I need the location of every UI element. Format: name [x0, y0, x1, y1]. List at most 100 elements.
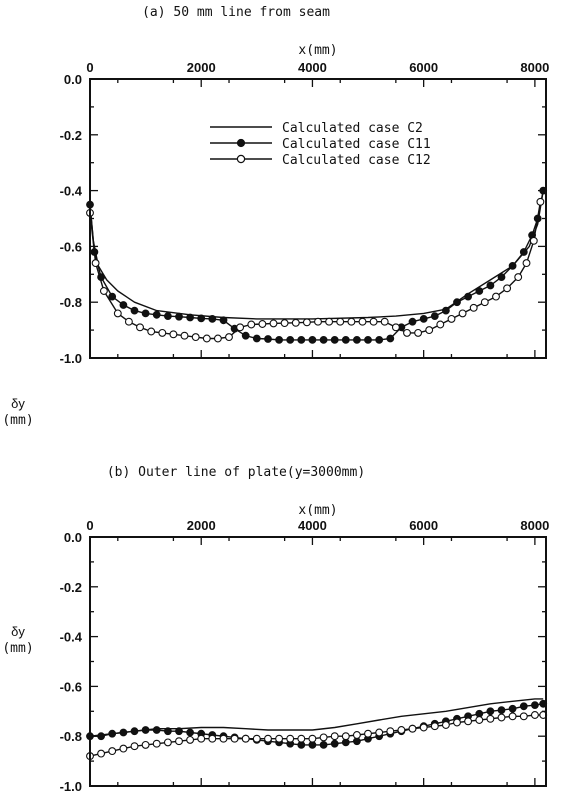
data-point	[386, 727, 395, 736]
x-tick-label: 6000	[409, 60, 438, 75]
x-tick-label: 4000	[298, 60, 327, 75]
legend-entry-c12: Calculated case C12	[210, 153, 431, 168]
chart-title: (a) 50 mm line from seam	[142, 5, 330, 20]
data-point	[503, 284, 512, 293]
data-point	[531, 701, 539, 709]
data-point	[258, 320, 267, 328]
y-tick-label: -0.6	[60, 679, 82, 694]
data-point	[436, 320, 445, 329]
data-point	[241, 734, 250, 743]
data-point	[164, 727, 172, 736]
series-layer	[86, 186, 548, 344]
data-point	[330, 732, 339, 741]
data-point	[419, 315, 428, 323]
data-point	[108, 729, 117, 738]
data-point	[375, 336, 384, 344]
data-point	[336, 317, 345, 326]
data-point	[353, 336, 361, 344]
data-point	[191, 333, 200, 342]
series-line-c12	[89, 714, 544, 757]
data-point	[186, 313, 195, 322]
x-tick-label: 0	[86, 60, 93, 75]
data-point	[130, 727, 139, 736]
data-point	[347, 317, 356, 326]
data-point	[391, 323, 400, 332]
data-point	[175, 737, 183, 746]
data-point	[119, 744, 128, 753]
data-point	[297, 336, 306, 344]
data-point	[230, 734, 239, 743]
data-point	[186, 735, 195, 744]
data-point	[386, 334, 395, 343]
data-point	[252, 334, 261, 343]
data-point	[286, 734, 295, 743]
data-point	[330, 336, 339, 344]
data-point	[152, 310, 161, 319]
data-point	[486, 707, 495, 716]
data-point	[519, 702, 528, 711]
y-tick-label: -0.4	[60, 184, 83, 199]
data-point	[175, 312, 183, 321]
data-point	[152, 726, 161, 734]
data-point	[408, 724, 417, 733]
legend-entry-c11: Calculated case C11	[210, 137, 431, 152]
data-point	[529, 236, 538, 245]
y-axis-unit: (mm)	[2, 413, 33, 428]
data-point	[364, 336, 372, 344]
data-point	[408, 317, 417, 326]
data-point	[341, 732, 350, 741]
data-point	[152, 739, 161, 748]
data-point	[219, 734, 228, 743]
y-tick-label: -0.8	[60, 729, 82, 744]
y-tick-label: -0.6	[60, 239, 82, 254]
data-point	[213, 334, 222, 343]
data-point	[325, 317, 334, 326]
legend-marker-c11	[236, 138, 246, 148]
data-point	[497, 273, 506, 282]
y-tick-label: 0.0	[64, 530, 82, 545]
y-tick-label: -0.4	[60, 630, 83, 645]
x-axis-label: x(mm)	[298, 503, 337, 518]
legend: Calculated case C2 Calculated case C11 C…	[210, 121, 431, 168]
data-point	[241, 331, 250, 340]
data-point	[514, 273, 523, 282]
y-tick-label: 0.0	[64, 72, 82, 87]
data-point	[441, 721, 450, 729]
data-point	[252, 734, 261, 743]
x-tick-label: 8000	[520, 60, 549, 75]
data-point	[319, 741, 328, 749]
x-tick-labels: 0 2000 4000 6000 8000	[86, 518, 549, 533]
y-tick-labels: 0.0 -0.2 -0.4 -0.6 -0.8 -1.0	[60, 72, 83, 366]
data-point	[475, 287, 484, 295]
legend-marker-c12	[236, 154, 246, 164]
data-point	[264, 335, 272, 343]
x-tick-label: 4000	[298, 518, 327, 533]
data-point	[319, 733, 328, 742]
data-point	[464, 292, 473, 301]
data-point	[519, 248, 528, 256]
y-tick-label: -0.2	[60, 128, 82, 143]
data-point	[508, 262, 517, 270]
data-point	[91, 259, 100, 268]
legend-label-c11: Calculated case C11	[282, 137, 431, 152]
data-point	[397, 726, 406, 734]
data-point	[175, 727, 183, 736]
data-point	[403, 328, 411, 337]
data-point	[508, 712, 517, 721]
x-tick-label: 0	[86, 518, 93, 533]
chart-title: (b) Outer line of plate(y=3000mm)	[107, 465, 365, 480]
data-point	[508, 704, 517, 713]
data-point	[108, 292, 117, 301]
data-point	[475, 716, 484, 724]
data-point	[119, 728, 128, 737]
data-point	[486, 714, 495, 723]
data-point	[464, 717, 473, 726]
data-point	[480, 298, 489, 307]
data-point	[208, 315, 217, 323]
y-axis-unit: (mm)	[2, 641, 33, 656]
data-point	[130, 306, 139, 315]
data-point	[352, 731, 361, 739]
data-point	[442, 306, 450, 315]
y-tick-label: -0.8	[60, 295, 82, 310]
